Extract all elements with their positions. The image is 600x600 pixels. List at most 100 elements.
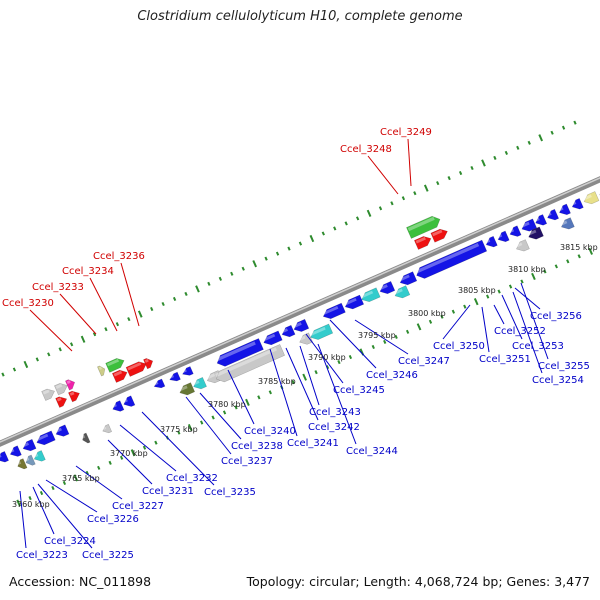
- upper-tick: [550, 130, 554, 135]
- upper-tick: [92, 332, 97, 337]
- reverse-gene: [36, 430, 56, 446]
- leader-line: [367, 155, 399, 195]
- forward-gene-label: Ccel_3236: [93, 251, 145, 262]
- upper-tick: [161, 301, 165, 307]
- upper-tick: [218, 276, 222, 281]
- upper-tick: [47, 352, 51, 357]
- upper-tick: [447, 176, 451, 181]
- leader-line: [514, 287, 541, 310]
- reverse-gene-label: Ccel_3240: [244, 426, 296, 437]
- reverse-gene: [583, 191, 600, 205]
- reverse-gene: [281, 324, 296, 338]
- upper-tick: [321, 231, 325, 236]
- leader-line: [59, 293, 97, 335]
- reverse-gene-label: Ccel_3235: [204, 487, 256, 498]
- leader-line: [442, 304, 471, 340]
- upper-tick: [436, 181, 440, 186]
- forward-gene: [68, 390, 80, 403]
- scale-label: 3790 kbp: [308, 353, 346, 362]
- reverse-gene: [0, 451, 9, 463]
- upper-tick: [104, 327, 108, 332]
- lower-tick: [234, 405, 238, 410]
- upper-tick: [458, 170, 463, 176]
- leader-line: [45, 479, 98, 513]
- lower-tick: [39, 491, 44, 496]
- reverse-gene: [309, 323, 334, 340]
- upper-tick: [470, 165, 474, 171]
- labels: 3760 kbp 3765 kbp 3770 kbp 3775 kbp 3780 kbp…: [2, 127, 598, 561]
- forward-gene: [143, 358, 154, 370]
- upper-tick: [23, 360, 29, 369]
- upper-tick: [355, 216, 360, 221]
- reverse-gene: [560, 217, 575, 230]
- reverse-gene-label: Ccel_3250: [433, 341, 485, 352]
- forward-gene: [54, 383, 68, 396]
- lower-tick: [566, 259, 570, 264]
- reverse-gene: [379, 281, 396, 294]
- upper-tick: [127, 317, 131, 322]
- reverse-gene: [25, 454, 36, 466]
- accession-text: Accession: NC_011898: [9, 574, 152, 589]
- upper-tick: [538, 134, 544, 142]
- reverse-gene-label: Ccel_3256: [530, 311, 582, 322]
- forward-gene: [97, 365, 106, 377]
- lower-tick: [73, 474, 79, 482]
- scale-label: 3810 kbp: [508, 265, 546, 274]
- reverse-gene-label: Ccel_3252: [494, 326, 546, 337]
- reverse-gene: [546, 208, 560, 221]
- scale-label: 3805 kbp: [458, 286, 496, 295]
- lower-tick: [337, 360, 341, 365]
- upper-tick: [115, 322, 120, 327]
- lower-tick: [291, 380, 295, 385]
- reverse-gene-label: Ccel_3224: [44, 536, 96, 547]
- scale-label: 3765 kbp: [62, 474, 100, 483]
- label-leaders: [19, 138, 549, 549]
- upper-tick: [413, 191, 417, 196]
- reverse-gene: [527, 226, 544, 240]
- scale-label: 3815 kbp: [560, 243, 598, 252]
- reverse-gene-label: Ccel_3226: [87, 514, 139, 525]
- forward-gene: [55, 396, 68, 408]
- leader-line: [120, 262, 140, 327]
- leader-line: [269, 348, 298, 437]
- leader-line: [107, 439, 153, 485]
- leader-line: [305, 333, 344, 384]
- lower-tick: [245, 398, 250, 406]
- upper-tick: [12, 367, 17, 372]
- forward-gene: [430, 228, 448, 243]
- leader-line: [141, 411, 215, 486]
- reverse-gene-label: Ccel_3245: [333, 385, 385, 396]
- reverse-gene: [293, 318, 310, 332]
- leader-line: [227, 369, 255, 425]
- genome-backbone: [0, 176, 600, 447]
- reverse-gene: [182, 366, 194, 376]
- upper-tick: [504, 150, 508, 155]
- scale-label: 3760 kbp: [12, 500, 50, 509]
- reverse-gene-label: Ccel_3238: [231, 441, 283, 452]
- lower-tick: [142, 445, 147, 450]
- forward-gene: [406, 215, 441, 239]
- upper-tick: [527, 140, 531, 145]
- lower-tick: [463, 304, 467, 309]
- forward-gene-label: Ccel_3249: [380, 127, 432, 138]
- reverse-gene: [415, 239, 488, 279]
- scale-label: 3800 kbp: [408, 309, 446, 318]
- forward-gene: [41, 388, 55, 401]
- reverse-gene-label: Ccel_3223: [16, 550, 68, 561]
- reverse-gene: [509, 225, 522, 237]
- upper-tick: [275, 251, 280, 256]
- scale-label: 3775 kbp: [160, 425, 198, 434]
- upper-tick: [80, 335, 86, 343]
- reverse-gene-label: Ccel_3231: [142, 486, 194, 497]
- lower-tick: [451, 309, 456, 314]
- leader-line: [199, 392, 242, 440]
- map-title: Clostridium cellulolyticum H10, complete…: [137, 9, 463, 24]
- scale-label: 3795 kbp: [358, 331, 396, 340]
- upper-tick: [207, 281, 211, 286]
- genes: [0, 182, 600, 470]
- reverse-gene-label: Ccel_3251: [479, 354, 531, 365]
- reverse-gene: [81, 432, 91, 444]
- leader-line: [501, 294, 523, 340]
- reverse-gene: [521, 218, 538, 232]
